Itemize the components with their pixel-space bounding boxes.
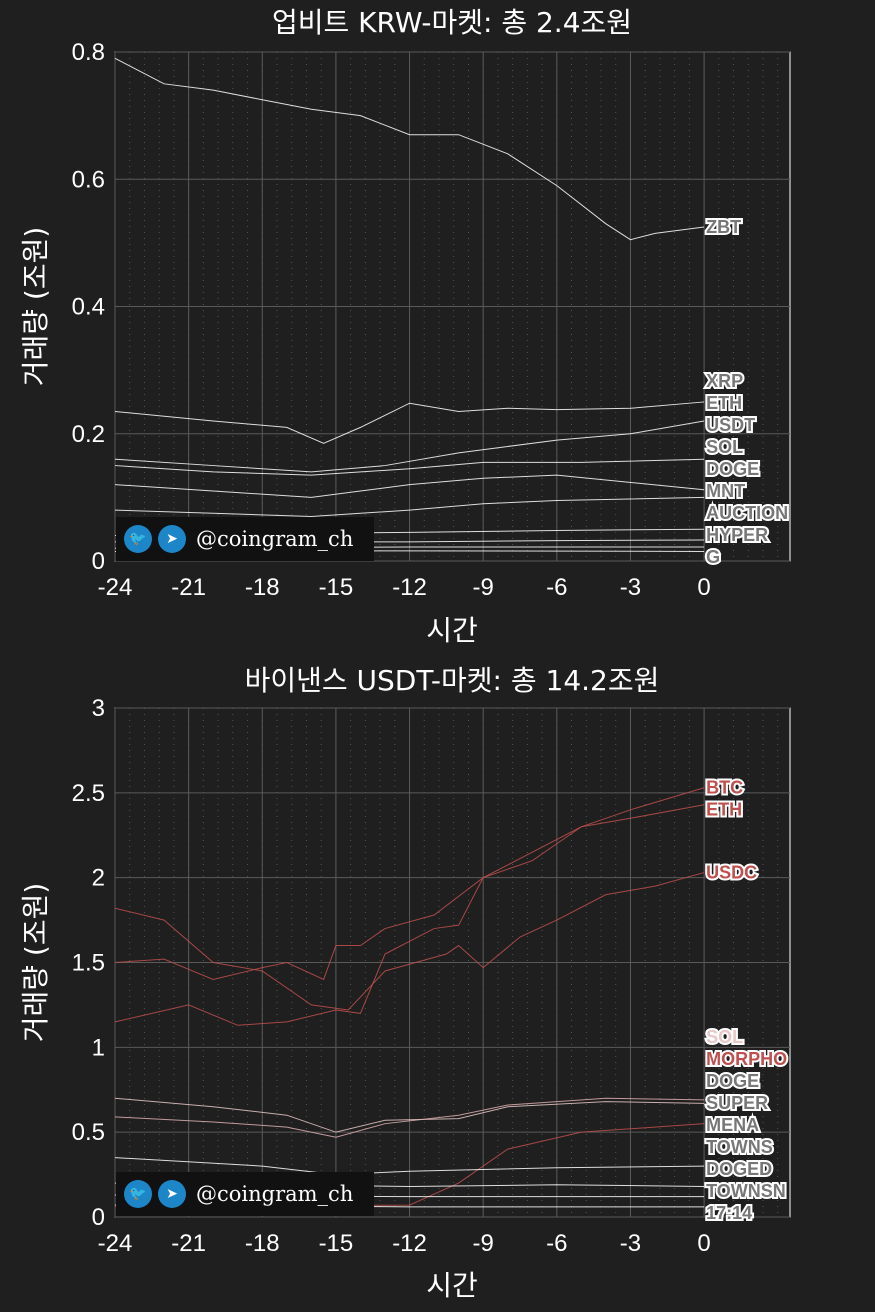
series-end-label: MORPHO <box>706 1049 787 1069</box>
series-line-eth <box>114 420 705 473</box>
x-tick-label: -15 <box>319 1230 354 1257</box>
series-end-label: DOGE <box>706 1071 759 1091</box>
series-line-usdt <box>114 458 705 476</box>
twitter-icon: 🐦 <box>124 525 152 553</box>
series-end-label: BTC <box>706 778 743 798</box>
series-end-label: USDC <box>706 863 757 883</box>
series-end-label: MENA <box>706 1115 759 1135</box>
chart-title: 업비트 KRW-마켓: 총 2.4조원 <box>272 6 632 39</box>
chart-1: -24 -21 -18 -15 -12 -9 -6 -3 0 0 0.5 1 1.5 2 2.5 3 바이낸스 … <box>19 664 791 1302</box>
series-line-xrp <box>114 401 705 444</box>
x-axis-label: 시간 <box>426 614 478 647</box>
series-line-sol <box>114 1097 705 1133</box>
series-end-label: DOGED <box>706 1159 772 1179</box>
x-tick-label: -9 <box>473 574 494 601</box>
series-line-btc <box>114 787 705 981</box>
telegram-icon: ➤ <box>158 1180 186 1208</box>
series-line-eth <box>114 804 705 1026</box>
y-tick-label: 0 <box>92 548 105 575</box>
series-end-label: 17:14 <box>706 1203 752 1223</box>
x-tick-label: 0 <box>697 574 710 601</box>
y-axis-label: 거래량 (조원) <box>19 883 52 1043</box>
x-tick-label: -21 <box>171 574 206 601</box>
y-tick-label: 1 <box>92 1034 105 1061</box>
series-end-label: HYPER <box>706 525 768 545</box>
series-end-label: SOL <box>706 437 743 457</box>
y-tick-label: 0.4 <box>72 294 105 321</box>
series-end-label: ETH <box>706 393 742 413</box>
x-tick-label: -6 <box>546 574 567 601</box>
x-axis-label: 시간 <box>426 1269 478 1302</box>
y-tick-label: 2.5 <box>72 780 105 807</box>
series-end-label: DOGE <box>706 459 759 479</box>
watermark-handle: @coingram_ch <box>196 1182 354 1206</box>
series-line-zbt <box>114 57 705 241</box>
watermark: 🐦 ➤ @coingram_ch <box>116 1172 374 1216</box>
x-tick-label: -3 <box>620 1230 641 1257</box>
y-tick-label: 0.8 <box>72 39 105 66</box>
series-line-sol <box>114 474 705 498</box>
x-tick-label: -12 <box>392 1230 427 1257</box>
series-end-label: USDT <box>706 415 755 435</box>
x-tick-label: -18 <box>245 1230 280 1257</box>
series-end-label: G <box>706 547 720 567</box>
twitter-icon: 🐦 <box>124 1180 152 1208</box>
x-tick-label: 0 <box>697 1230 710 1257</box>
x-tick-label: -24 <box>98 1230 133 1257</box>
x-tick-label: -6 <box>546 1230 567 1257</box>
chart-title: 바이낸스 USDT-마켓: 총 14.2조원 <box>245 664 660 697</box>
series-end-label: SOL <box>706 1027 743 1047</box>
y-tick-label: 0.2 <box>72 421 105 448</box>
watermark-handle: @coingram_ch <box>196 527 354 551</box>
y-axis-label: 거래량 (조원) <box>19 227 52 387</box>
series-end-label: ZBT <box>706 217 741 237</box>
series-end-label: TOWNS <box>706 1137 773 1157</box>
watermark: 🐦 ➤ @coingram_ch <box>116 517 374 561</box>
telegram-icon: ➤ <box>158 525 186 553</box>
series-end-label: XRP <box>706 371 743 391</box>
series-line-usdc <box>114 872 705 1011</box>
series-end-label: SUPER <box>706 1093 768 1113</box>
y-tick-label: 3 <box>92 695 105 722</box>
x-tick-label: -12 <box>392 574 427 601</box>
y-tick-label: 0.6 <box>72 166 105 193</box>
x-tick-label: -21 <box>171 1230 206 1257</box>
series-line-unlabeled <box>114 1097 705 1138</box>
x-tick-label: -9 <box>473 1230 494 1257</box>
series-end-label: MNT <box>706 481 745 501</box>
y-tick-label: 0 <box>92 1204 105 1231</box>
x-tick-label: -3 <box>620 574 641 601</box>
x-tick-label: -15 <box>319 574 354 601</box>
chart-0: -24 -21 -18 -15 -12 -9 -6 -3 0 0 0.2 0.4 0.6 0.8 업비트 K… <box>19 6 791 647</box>
series-end-label: TOWNSN <box>706 1181 786 1201</box>
y-tick-label: 2 <box>92 865 105 892</box>
x-tick-label: -18 <box>245 574 280 601</box>
x-tick-label: -24 <box>98 574 133 601</box>
y-tick-label: 1.5 <box>72 950 105 977</box>
series-line-doge <box>114 496 705 517</box>
series-end-label: AUCTION <box>706 503 788 523</box>
series-end-label: ETH <box>706 800 742 820</box>
y-tick-label: 0.5 <box>72 1119 105 1146</box>
